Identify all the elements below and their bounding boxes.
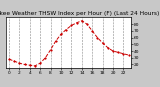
Title: Milwaukee Weather THSW Index per Hour (F) (Last 24 Hours): Milwaukee Weather THSW Index per Hour (F… xyxy=(0,11,159,16)
